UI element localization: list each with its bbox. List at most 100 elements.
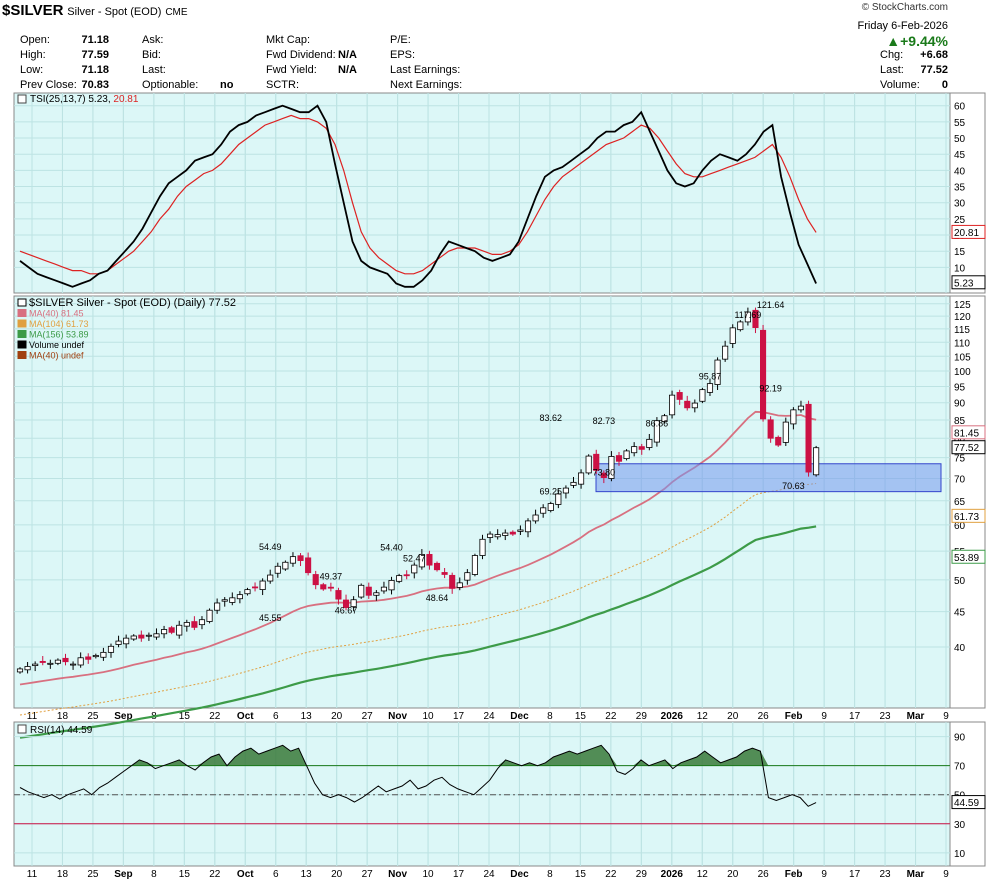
candle-body: [623, 450, 630, 460]
price-annotation: 86.86: [646, 418, 669, 428]
price-legend-marker: [17, 330, 27, 338]
candle-body: [191, 621, 198, 628]
price-annotation: 69.25: [539, 487, 562, 497]
candle-body: [305, 557, 312, 574]
quote-value: 77.59: [81, 49, 109, 61]
candle-body: [593, 453, 600, 471]
candle-body: [100, 651, 107, 658]
candle-body: [236, 594, 243, 600]
price-annotation: 48.64: [426, 593, 449, 603]
x-tick-label: 10: [423, 869, 435, 880]
candle-body: [767, 419, 774, 439]
candle-body: [653, 420, 660, 443]
price-legend-marker: [17, 351, 27, 359]
candle-body: [123, 637, 130, 645]
candle-body: [312, 574, 319, 586]
rsi-overbought-fill: [20, 745, 817, 766]
price-annotation: 52.47: [403, 553, 426, 563]
candle-body: [161, 629, 168, 635]
panel-2-bg: [13, 295, 951, 709]
x-tick-label: Sep: [114, 869, 132, 880]
x-tick-label: 22: [605, 711, 617, 722]
candle-body: [487, 533, 494, 538]
candle-body: [168, 627, 175, 633]
y-tick-label: 10: [954, 849, 966, 860]
candle-body: [70, 663, 77, 666]
candle-body: [92, 655, 99, 658]
candle-body: [350, 599, 357, 608]
candle-body: [790, 409, 797, 425]
y-tick-label: 50: [954, 134, 966, 145]
y-tick-label: 90: [954, 733, 966, 744]
x-tick-label: Dec: [510, 869, 529, 880]
x-tick-label: 15: [575, 711, 587, 722]
x-tick-label: Mar: [907, 869, 925, 880]
x-tick-label: 8: [151, 869, 157, 880]
price-annotation: 70.63: [782, 481, 805, 491]
watermark: © StockCharts.com: [861, 2, 948, 13]
ma156-line: [19, 525, 817, 739]
candle-body: [608, 456, 615, 479]
candle-body: [752, 309, 759, 328]
y-tick-label: 75: [954, 454, 966, 465]
x-tick-label: 15: [179, 869, 191, 880]
x-tick-label: 22: [605, 869, 617, 880]
y-tick-label: 105: [954, 352, 971, 363]
quote-label: Last:: [880, 64, 904, 76]
x-tick-label: 17: [849, 869, 861, 880]
x-tick-label: 2026: [661, 869, 684, 880]
candle-body: [342, 599, 350, 608]
candle-body: [411, 564, 418, 574]
candle-body: [471, 555, 478, 575]
x-tick-label: 8: [547, 869, 553, 880]
price-annotation: 54.49: [259, 542, 282, 552]
x-tick-label: 2026: [661, 711, 684, 722]
price-annotation: 45.55: [259, 613, 282, 623]
candle-body: [138, 634, 145, 639]
candle-body: [274, 565, 281, 574]
candle-body: [153, 633, 160, 638]
x-tick-label: Dec: [510, 711, 529, 722]
candle-body: [706, 383, 714, 393]
panel-1-axis: [949, 92, 986, 294]
price-annotation: 49.37: [320, 572, 343, 582]
x-tick-label: 9: [943, 869, 949, 880]
x-tick-label: 15: [179, 711, 191, 722]
y-tick-label: 40: [954, 643, 966, 654]
quote-label: Open:: [20, 34, 50, 46]
quote-label: Chg:: [880, 49, 904, 61]
candle-body: [426, 554, 433, 566]
quote-label: SCTR:: [266, 79, 299, 91]
x-tick-label: 22: [209, 711, 221, 722]
x-tick-label: 17: [849, 711, 861, 722]
y-tick-label: 50: [954, 576, 966, 587]
y-tick-label: 60: [954, 102, 966, 113]
candle-body: [676, 392, 683, 400]
y-tick-label: 120: [954, 312, 971, 323]
candle-body: [16, 668, 24, 673]
x-tick-label: 9: [821, 711, 827, 722]
y-tick-label: 80: [954, 434, 966, 445]
y-tick-label: 115: [954, 325, 970, 336]
x-tick-label: 20: [727, 869, 739, 880]
candle-body: [267, 574, 274, 582]
x-tick-label: 29: [636, 869, 648, 880]
x-tick-label: 20: [727, 711, 739, 722]
x-tick-label: 6: [273, 869, 279, 880]
price-legend-marker: [17, 340, 27, 349]
candle-body: [418, 554, 425, 568]
price-legend-entry: MA(40) undef: [29, 351, 84, 361]
candle-body: [464, 572, 471, 581]
candle-body: [502, 532, 509, 536]
candle-body: [251, 586, 259, 589]
x-tick-label: 24: [483, 711, 495, 722]
x-tick-label: 25: [87, 711, 99, 722]
candle-body: [646, 438, 653, 448]
candle-body: [517, 529, 524, 532]
y-tick-label: 90: [954, 399, 966, 410]
y-tick-label: 30: [954, 199, 966, 210]
x-tick-label: 6: [273, 711, 279, 722]
tsi-signal-last-label-box: [951, 224, 986, 239]
quote-label: Ask:: [142, 34, 164, 46]
x-tick-label: 12: [697, 711, 709, 722]
